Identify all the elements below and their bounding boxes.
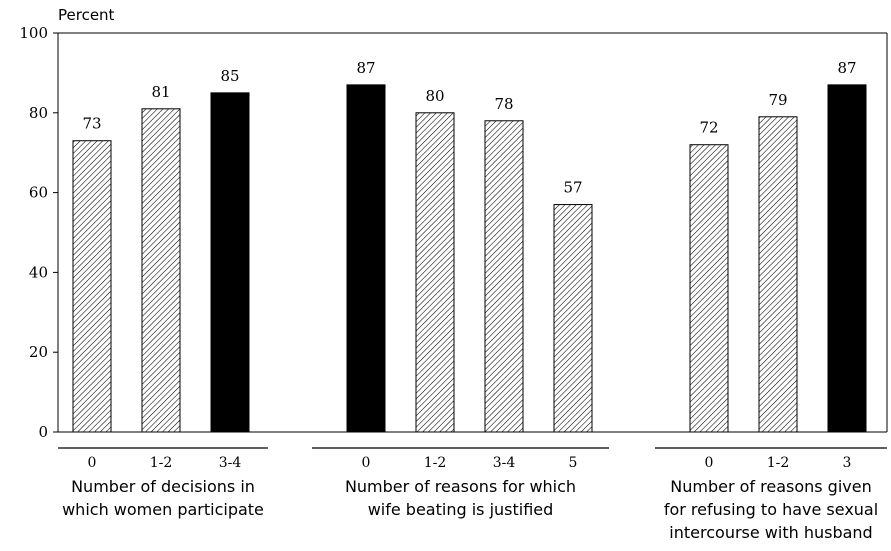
category-label-g2-2: 1-2 (424, 455, 447, 471)
bar-g2-2 (415, 112, 455, 433)
y-tick-label-3: 60 (29, 184, 48, 202)
y-tick-label-5: 100 (19, 24, 48, 42)
bar-g3-1 (689, 144, 729, 433)
group-label-1-line-1: Number of decisions in (71, 477, 255, 496)
group-label-2-line-1: Number of reasons for which (345, 477, 576, 496)
group-label-3-line-3: intercourse with husband (669, 523, 872, 542)
bar-g3-3 (827, 84, 867, 433)
data-label-g2-3: 78 (494, 95, 513, 113)
bar-g3-2 (758, 116, 798, 433)
data-label-g1-3: 85 (220, 67, 239, 85)
data-label-g2-1: 87 (356, 59, 375, 77)
data-label-g1-2: 81 (151, 83, 170, 101)
category-label-g2-4: 5 (569, 455, 578, 471)
bar-g1-1 (72, 140, 112, 433)
data-label-g3-1: 72 (699, 119, 718, 137)
y-tick-label-0: 0 (38, 423, 48, 441)
category-label-g3-2: 1-2 (767, 455, 790, 471)
bar-g1-2 (141, 108, 181, 433)
category-label-g3-1: 0 (705, 455, 714, 471)
y-axis-title: Percent (58, 6, 115, 24)
category-label-g2-1: 0 (362, 455, 371, 471)
bar-g2-4 (553, 204, 593, 433)
data-label-g1-1: 73 (82, 115, 101, 133)
plot-area: 0 20 40 60 80 100 73 0 81 1-2 85 3-4 Number of decis… (19, 24, 888, 542)
category-label-g1-1: 0 (88, 455, 97, 471)
data-label-g2-2: 80 (425, 87, 444, 105)
data-label-g3-3: 87 (837, 59, 856, 77)
category-label-g3-3: 3 (843, 455, 852, 471)
category-label-g1-3: 3-4 (219, 455, 242, 471)
group-label-2-line-2: wife beating is justified (368, 500, 554, 519)
y-tick-label-2: 40 (29, 263, 48, 281)
category-label-g1-2: 1-2 (150, 455, 173, 471)
data-label-g2-4: 57 (563, 179, 582, 197)
bar-g1-3 (210, 92, 250, 433)
y-tick-label-1: 20 (29, 343, 48, 361)
bar-g2-3 (484, 120, 524, 433)
group-label-3-line-1: Number of reasons given (670, 477, 871, 496)
bar-g2-1 (346, 84, 386, 433)
group-label-3-line-2: for refusing to have sexual (664, 500, 878, 519)
y-tick-label-4: 80 (29, 104, 48, 122)
group-label-1-line-2: which women participate (62, 500, 264, 519)
category-label-g2-3: 3-4 (493, 455, 516, 471)
data-label-g3-2: 79 (768, 91, 787, 109)
